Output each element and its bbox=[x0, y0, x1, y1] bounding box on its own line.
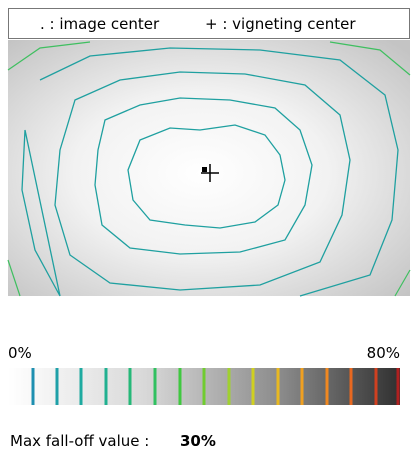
scale-min-label: 0% bbox=[8, 344, 32, 362]
scale-max-label: 80% bbox=[367, 344, 400, 362]
legend-box bbox=[8, 8, 410, 39]
legend-image-center: . : image center bbox=[40, 15, 160, 33]
result-value: 30% bbox=[180, 432, 216, 450]
vignetting-image bbox=[7, 40, 411, 297]
color-scale bbox=[8, 368, 400, 405]
result-label: Max fall-off value : bbox=[10, 432, 149, 450]
legend-vignetting-center: + : vigneting center bbox=[205, 15, 356, 33]
